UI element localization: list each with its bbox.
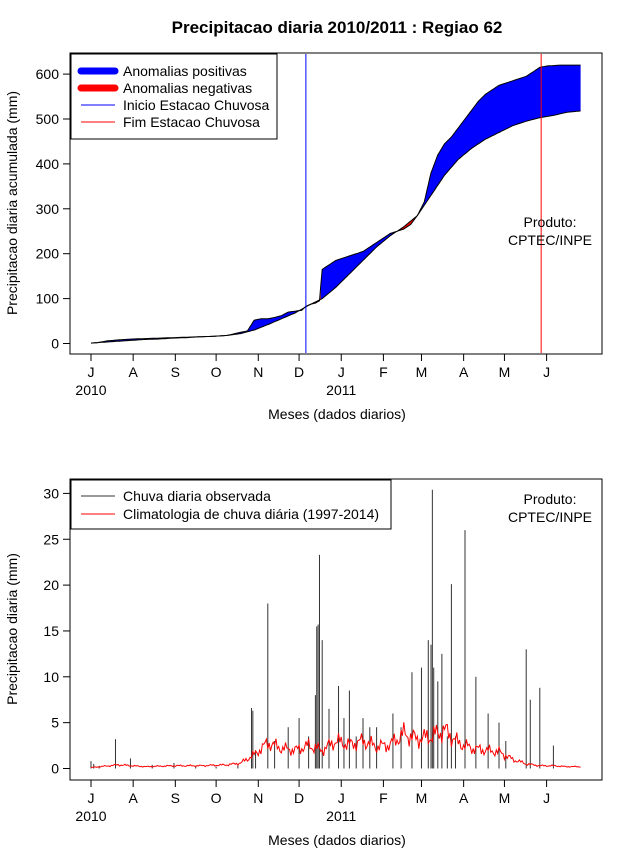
- bottom-y-axis: 0 5 10 15 20 25 30: [43, 485, 71, 777]
- top-year-label: 2011: [326, 382, 356, 398]
- bottom-annotation-line1: Produto:: [524, 491, 577, 507]
- top-x-tick-label: J: [338, 364, 345, 380]
- top-y-tick-label: 0: [51, 336, 59, 352]
- legend-label-observed: Chuva diaria observada: [123, 488, 271, 504]
- bottom-y-tick-label: 30: [43, 485, 59, 501]
- bottom-x-tick-label: D: [294, 790, 304, 806]
- bottom-x-tick-label: S: [171, 790, 180, 806]
- top-y-tick-label: 100: [36, 291, 60, 307]
- bottom-x-tick-label: A: [459, 790, 469, 806]
- legend-label-season-start: Inicio Estacao Chuvosa: [123, 97, 270, 113]
- top-y-tick-label: 300: [36, 201, 60, 217]
- positive-anomaly-area: [417, 65, 581, 216]
- bottom-x-tick-label: A: [128, 790, 138, 806]
- top-y-tick-label: 500: [36, 111, 60, 127]
- top-x-axis: J A S O N D J F M A M J 2010 2011: [75, 353, 550, 398]
- bottom-annotation-line2: CPTEC/INPE: [508, 509, 592, 525]
- top-y-axis-label: Precipitacao diaria acumulada (mm): [4, 91, 20, 315]
- bottom-x-tick-label: F: [379, 790, 388, 806]
- bottom-legend-box: [70, 479, 392, 530]
- top-x-tick-label: J: [543, 364, 550, 380]
- climatology-accumulated-line: [90, 110, 581, 344]
- bottom-x-axis-label: Meses (dados diarios): [268, 832, 406, 848]
- top-annotation-line2: CPTEC/INPE: [508, 232, 592, 248]
- legend-label-negative: Anomalias negativas: [123, 80, 252, 96]
- top-x-tick-label: O: [211, 364, 222, 380]
- top-x-tick-label: A: [459, 364, 469, 380]
- top-x-axis-label: Meses (dados diarios): [268, 406, 406, 422]
- bottom-x-tick-label: J: [338, 790, 345, 806]
- bottom-y-axis-label: Precipitacao diaria (mm): [4, 553, 20, 705]
- top-x-tick-label: A: [128, 364, 138, 380]
- bottom-x-tick-label: M: [499, 790, 511, 806]
- legend-label-climatology: Climatologia de chuva diária (1997-2014): [123, 506, 379, 522]
- top-x-tick-label: N: [253, 364, 263, 380]
- bottom-x-tick-label: M: [416, 790, 428, 806]
- legend-label-positive: Anomalias positivas: [123, 63, 247, 79]
- top-y-tick-label: 400: [36, 156, 60, 172]
- positive-anomaly-area: [320, 230, 399, 300]
- bottom-x-tick-label: N: [253, 790, 263, 806]
- bottom-x-tick-label: O: [211, 790, 222, 806]
- bottom-x-tick-label: J: [88, 790, 95, 806]
- bottom-y-tick-label: 0: [51, 761, 59, 777]
- top-x-tick-label: S: [171, 364, 180, 380]
- bottom-x-axis: J A S O N D J F M A M J 2010 2011: [75, 779, 550, 824]
- climatology-daily-line: [90, 722, 581, 769]
- top-x-tick-label: M: [416, 364, 428, 380]
- top-year-label: 2010: [75, 382, 106, 398]
- top-x-tick-label: F: [379, 364, 388, 380]
- positive-anomaly-area: [91, 309, 301, 344]
- bottom-x-tick-label: J: [543, 790, 550, 806]
- top-y-axis: 0 100 200 300 400 500 600: [36, 66, 71, 352]
- top-chart: Precipitacao diaria 2010/2011 : Regiao 6…: [4, 18, 603, 422]
- bottom-chart: 0 5 10 15 20 25 30 J A S O N D J F M A M J 2010 2011 Meses …: [4, 478, 603, 848]
- top-legend: Anomalias positivas Anomalias negativas …: [70, 53, 278, 140]
- legend-label-season-end: Fim Estacao Chuvosa: [123, 114, 260, 130]
- bottom-plot-area: [90, 489, 581, 769]
- top-y-tick-label: 200: [36, 246, 60, 262]
- top-annotation-line1: Produto:: [524, 214, 577, 230]
- bottom-y-tick-label: 15: [43, 623, 59, 639]
- bottom-legend: Chuva diaria observada Climatologia de c…: [70, 479, 392, 530]
- top-x-tick-label: J: [88, 364, 95, 380]
- bottom-y-tick-label: 20: [43, 577, 59, 593]
- bottom-year-label: 2011: [326, 808, 356, 824]
- bottom-y-tick-label: 25: [43, 531, 59, 547]
- top-x-tick-label: M: [499, 364, 511, 380]
- bottom-y-tick-label: 10: [43, 669, 59, 685]
- bottom-year-label: 2010: [75, 808, 106, 824]
- top-y-tick-label: 600: [36, 66, 60, 82]
- bottom-y-tick-label: 5: [51, 715, 59, 731]
- top-x-tick-label: D: [294, 364, 304, 380]
- top-plot-area: [90, 54, 581, 353]
- top-chart-title: Precipitacao diaria 2010/2011 : Regiao 6…: [172, 18, 503, 37]
